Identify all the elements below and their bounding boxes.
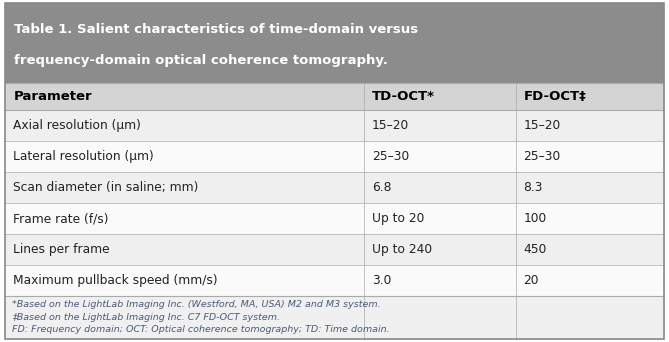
Text: 6.8: 6.8 bbox=[372, 181, 391, 194]
Text: 450: 450 bbox=[524, 243, 547, 256]
Text: Axial resolution (μm): Axial resolution (μm) bbox=[13, 119, 141, 132]
Bar bbox=[5, 3, 664, 83]
Text: Scan diameter (in saline; mm): Scan diameter (in saline; mm) bbox=[13, 181, 199, 194]
Bar bbox=[5, 203, 664, 234]
Text: 8.3: 8.3 bbox=[524, 181, 543, 194]
Text: Table 1. Salient characteristics of time-domain versus: Table 1. Salient characteristics of time… bbox=[14, 23, 418, 36]
Text: 100: 100 bbox=[524, 212, 547, 225]
Bar bbox=[5, 83, 664, 110]
Text: frequency-domain optical coherence tomography.: frequency-domain optical coherence tomog… bbox=[14, 54, 388, 67]
Text: Parameter: Parameter bbox=[13, 90, 92, 103]
Text: Up to 240: Up to 240 bbox=[372, 243, 432, 256]
Bar bbox=[5, 265, 664, 296]
Bar bbox=[5, 172, 664, 203]
Text: Lateral resolution (μm): Lateral resolution (μm) bbox=[13, 150, 154, 163]
Text: ‡Based on the LightLab Imaging Inc. C7 FD-OCT system.: ‡Based on the LightLab Imaging Inc. C7 F… bbox=[12, 313, 280, 321]
Text: 15–20: 15–20 bbox=[372, 119, 409, 132]
Text: TD-OCT*: TD-OCT* bbox=[372, 90, 435, 103]
Text: 15–20: 15–20 bbox=[524, 119, 561, 132]
Bar bbox=[5, 141, 664, 172]
Text: Up to 20: Up to 20 bbox=[372, 212, 425, 225]
Text: 25–30: 25–30 bbox=[372, 150, 409, 163]
Text: 20: 20 bbox=[524, 274, 539, 287]
Bar bbox=[5, 110, 664, 141]
Text: FD-OCT‡: FD-OCT‡ bbox=[524, 90, 586, 103]
Text: *Based on the LightLab Imaging Inc. (Westford, MA, USA) M2 and M3 system.: *Based on the LightLab Imaging Inc. (Wes… bbox=[12, 300, 381, 309]
Bar bbox=[5, 234, 664, 265]
Bar bbox=[5, 296, 664, 339]
Text: FD: Frequency domain; OCT: Optical coherence tomography; TD: Time domain.: FD: Frequency domain; OCT: Optical coher… bbox=[12, 325, 389, 334]
Text: 25–30: 25–30 bbox=[524, 150, 561, 163]
Text: Maximum pullback speed (mm/s): Maximum pullback speed (mm/s) bbox=[13, 274, 218, 287]
Text: Lines per frame: Lines per frame bbox=[13, 243, 110, 256]
Text: Frame rate (f/s): Frame rate (f/s) bbox=[13, 212, 109, 225]
Text: 3.0: 3.0 bbox=[372, 274, 391, 287]
